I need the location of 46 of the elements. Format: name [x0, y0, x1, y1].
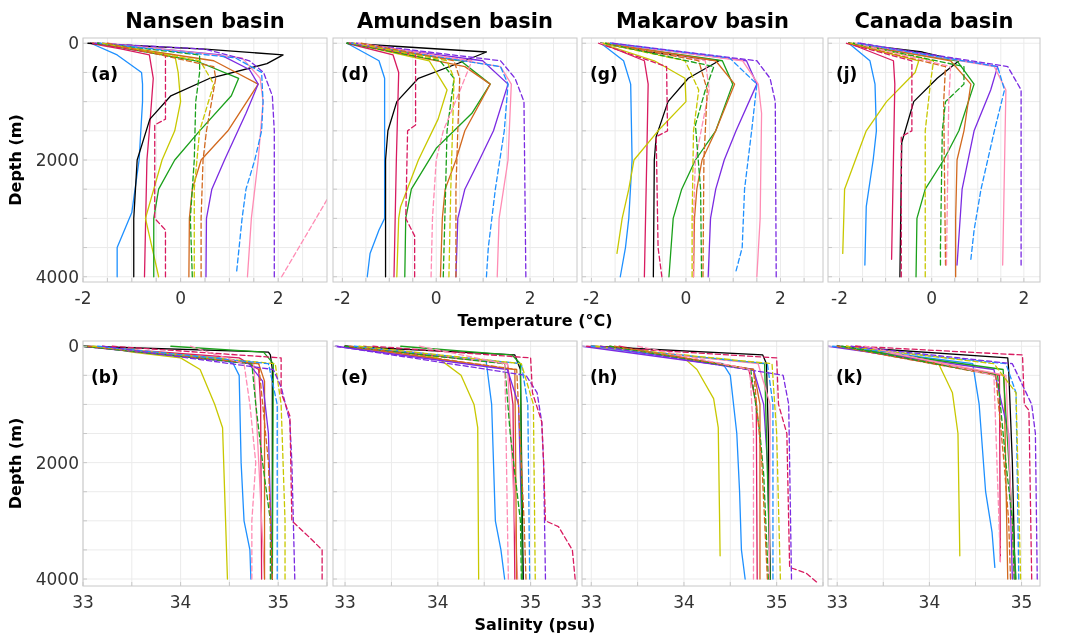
x-tick-label: 34	[169, 592, 192, 612]
annotation: (e)	[341, 367, 369, 387]
y-tick-label: 0	[68, 336, 79, 357]
annotation: (j)	[836, 64, 858, 84]
x-tick-label: 0	[926, 288, 938, 308]
annotation: (g)	[590, 64, 618, 84]
y-tick-label: 2000	[35, 150, 79, 170]
x-tick-label: 2	[524, 288, 536, 308]
y-tick-label: 2000	[35, 452, 79, 473]
x-tick-label: 33	[826, 592, 849, 612]
x-tick-label: -2	[333, 288, 351, 308]
chart-title: Nansen basin	[125, 9, 285, 33]
x-tick-label: 34	[673, 592, 695, 612]
annotation: (d)	[341, 64, 369, 84]
x-axis-title: Salinity (psu)	[474, 615, 596, 634]
x-tick-label: 33	[580, 592, 603, 612]
annotation: (k)	[836, 367, 863, 387]
y-tick-label: 4000	[35, 266, 79, 287]
annotation: (a)	[91, 64, 119, 84]
x-tick-label: 0	[680, 288, 692, 308]
y-tick-label: 0	[68, 33, 79, 54]
x-tick-label: 0	[430, 288, 442, 308]
x-tick-label: 35	[267, 592, 290, 612]
chart-title: Canada basin	[854, 9, 1014, 33]
x-tick-label: 35	[519, 592, 542, 612]
chart-title: Makarov basin	[616, 9, 789, 33]
x-tick-label: -2	[74, 288, 92, 308]
x-axis-title: Temperature (°C)	[457, 311, 613, 330]
x-tick-label: 2	[272, 288, 284, 308]
annotation: (h)	[590, 367, 618, 387]
x-tick-label: 2	[775, 288, 786, 308]
y-axis-title: Depth (m)	[6, 114, 25, 206]
x-tick-label: -2	[831, 288, 848, 308]
annotation: (b)	[91, 367, 119, 387]
y-tick-label: 4000	[35, 569, 79, 590]
x-tick-label: 35	[765, 592, 788, 612]
chart-title: Amundsen basin	[357, 9, 553, 33]
x-tick-label: 0	[175, 288, 187, 308]
x-tick-label: 34	[427, 592, 449, 612]
x-tick-label: -2	[582, 288, 600, 308]
y-axis-title: Depth (m)	[6, 417, 25, 510]
x-tick-label: 34	[918, 592, 941, 612]
x-tick-label: 35	[1010, 592, 1033, 612]
x-tick-label: 33	[72, 592, 94, 612]
x-tick-label: 33	[334, 592, 356, 612]
x-tick-label: 2	[1018, 288, 1030, 308]
